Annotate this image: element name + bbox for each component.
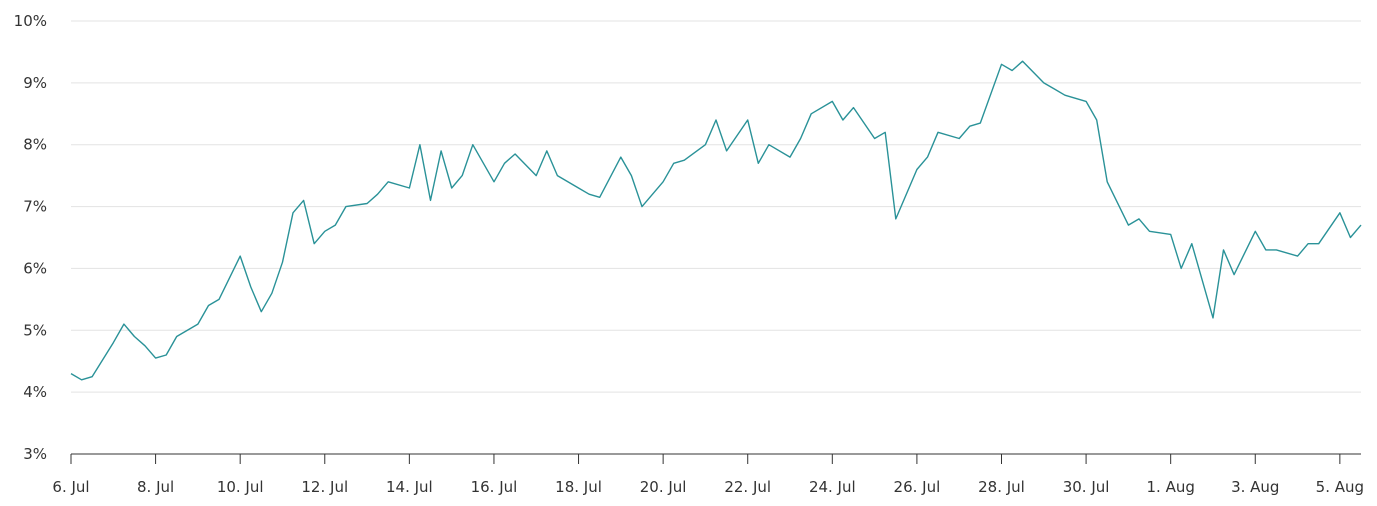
y-tick: 5% <box>23 321 47 339</box>
x-tick: 16. Jul <box>471 454 518 496</box>
y-axis: 3% 4% 5% 6% 7% 8% 9% 10% <box>14 12 47 463</box>
y-tick-label: 5% <box>23 321 47 339</box>
x-tick: 8. Jul <box>137 454 174 496</box>
x-tick: 18. Jul <box>555 454 602 496</box>
x-tick-label: 12. Jul <box>301 478 348 496</box>
x-tick-label: 5. Aug <box>1316 478 1364 496</box>
x-tick: 24. Jul <box>809 454 856 496</box>
x-tick: 28. Jul <box>978 454 1025 496</box>
y-tick: 3% <box>23 445 47 463</box>
y-tick: 4% <box>23 383 47 401</box>
x-tick: 1. Aug <box>1146 454 1195 496</box>
plot-area <box>70 60 1362 381</box>
x-tick: 20. Jul <box>640 454 687 496</box>
x-axis: 6. Jul 8. Jul 10. Jul 12. Jul 14. Jul 16. Jul… <box>52 453 1364 496</box>
x-tick: 6. Jul <box>52 454 90 496</box>
x-tick: 12. Jul <box>301 454 348 496</box>
y-tick-label: 10% <box>14 12 47 30</box>
y-tick-label: 8% <box>23 136 47 154</box>
x-tick: 10. Jul <box>217 454 264 496</box>
x-tick-label: 3. Aug <box>1231 478 1279 496</box>
x-tick-label: 22. Jul <box>724 478 771 496</box>
x-tick-label: 6. Jul <box>52 478 89 496</box>
x-tick-label: 8. Jul <box>137 478 174 496</box>
x-tick: 30. Jul <box>1063 454 1110 496</box>
y-tick: 9% <box>23 74 47 92</box>
x-tick-label: 10. Jul <box>217 478 264 496</box>
y-tick-label: 6% <box>23 259 47 277</box>
x-tick-label: 14. Jul <box>386 478 433 496</box>
x-tick: 3. Aug <box>1231 454 1279 496</box>
x-tick-label: 16. Jul <box>471 478 518 496</box>
y-tick: 8% <box>23 136 47 154</box>
x-tick-label: 28. Jul <box>978 478 1025 496</box>
x-tick-label: 20. Jul <box>640 478 687 496</box>
x-tick: 26. Jul <box>894 454 941 496</box>
series-line <box>70 60 1362 381</box>
x-tick-label: 24. Jul <box>809 478 856 496</box>
x-tick-label: 1. Aug <box>1146 478 1194 496</box>
y-tick-label: 4% <box>23 383 47 401</box>
y-tick-label: 3% <box>23 445 47 463</box>
y-tick: 6% <box>23 259 47 277</box>
x-tick-label: 26. Jul <box>894 478 941 496</box>
y-tick-label: 7% <box>23 198 47 216</box>
y-gridlines <box>71 20 1361 393</box>
x-tick-label: 18. Jul <box>555 478 602 496</box>
x-tick: 5. Aug <box>1316 454 1364 496</box>
x-tick: 22. Jul <box>724 454 771 496</box>
x-tick-label: 30. Jul <box>1063 478 1110 496</box>
y-tick: 7% <box>23 198 47 216</box>
x-tick: 14. Jul <box>386 454 433 496</box>
y-tick-label: 9% <box>23 74 47 92</box>
y-tick: 10% <box>14 12 47 30</box>
